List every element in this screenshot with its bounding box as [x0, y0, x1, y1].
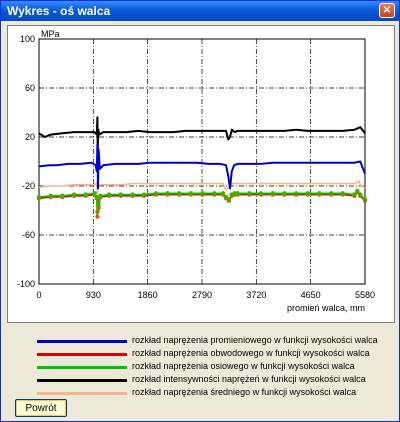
legend-item: rozkład intensywności naprężeń w funkcji… [7, 374, 393, 386]
y-tick-label: -60 [22, 230, 35, 240]
y-tick-label: 100 [20, 34, 35, 44]
y-tick-label: -100 [17, 279, 35, 289]
series-point [355, 188, 360, 194]
legend-label: rozkład naprężenia osiowego w funkcji wy… [132, 361, 355, 371]
series-point [362, 197, 368, 202]
series-point [247, 191, 252, 196]
legend-swatch [37, 392, 127, 395]
x-tick-label: 930 [86, 290, 101, 300]
y-axis-label: MPa [41, 29, 60, 39]
series-point [352, 192, 357, 197]
series-point [130, 192, 135, 197]
series-point [358, 192, 363, 197]
close-button[interactable]: ✕ [379, 3, 395, 18]
series-point [141, 192, 147, 197]
series-point [340, 191, 345, 196]
series-point [270, 191, 275, 196]
chart-panel: 0 930 1860 2790 3720 4650 5580 100 60 20 -20 -60 -10… [7, 25, 395, 323]
legend-item: rozkład naprężenia średniego w funkcji w… [7, 387, 393, 399]
x-tick-label: 2790 [192, 290, 212, 300]
title-bar[interactable]: Wykres - oś walca ✕ [1, 1, 399, 21]
series-point [212, 191, 217, 196]
series-point [293, 191, 299, 196]
series-point [226, 197, 232, 202]
legend-label: rozkład naprężenia średniego w funkcji w… [132, 387, 357, 397]
series-point [95, 214, 100, 219]
x-tick-label: 3720 [246, 290, 266, 300]
legend-item: rozkład naprężenia promieniowego w funkc… [7, 335, 393, 347]
series-point [71, 192, 77, 197]
series-point [177, 191, 182, 196]
series-point [106, 192, 112, 197]
series-point [92, 191, 97, 196]
series-line [38, 143, 366, 190]
series-point [95, 209, 100, 214]
close-icon: ✕ [382, 5, 392, 16]
legend-label: rozkład naprężenia promieniowego w funkc… [132, 335, 378, 345]
series-point [220, 191, 226, 196]
x-axis-label: promień walca, mm [287, 303, 365, 313]
y-tick-label: 20 [25, 132, 35, 142]
series-point [153, 191, 159, 196]
legend-item: rozkład naprężenia obwodowego w funkcji … [7, 348, 393, 360]
legend: rozkład naprężenia promieniowego w funkc… [7, 323, 393, 419]
series-point [48, 193, 53, 198]
series-point [60, 193, 65, 198]
legend-swatch [37, 366, 127, 369]
window-title: Wykres - oś walca [7, 4, 111, 18]
legend-item: rozkład naprężenia osiowego w funkcji wy… [7, 361, 393, 373]
x-tick-label: 5580 [355, 290, 375, 300]
series-point [96, 203, 101, 208]
series-point [317, 191, 322, 196]
x-tick-label: 4650 [301, 290, 321, 300]
series-line [38, 116, 366, 151]
series-point [328, 191, 334, 196]
series-point [200, 191, 205, 196]
legend-swatch [37, 379, 127, 382]
series-point [165, 191, 170, 196]
back-button[interactable]: Powrót [15, 399, 67, 417]
series-point [305, 191, 310, 196]
series-point [282, 191, 287, 196]
series-point [98, 193, 103, 198]
legend-label: rozkład naprężenia obwodowego w funkcji … [132, 348, 370, 358]
legend-swatch [37, 353, 127, 356]
series-point [118, 192, 123, 197]
x-tick-label: 0 [36, 290, 41, 300]
series-point [188, 191, 194, 196]
legend-label: rozkład intensywności naprężeń w funkcji… [132, 374, 366, 384]
series-point [223, 194, 229, 200]
series-point [36, 194, 42, 200]
y-tick-label: -20 [22, 181, 35, 191]
series-point [258, 191, 264, 196]
y-tick-label: 60 [25, 83, 35, 93]
line-chart: 0 930 1860 2790 3720 4650 5580 100 60 20 -20 -60 -10… [17, 29, 375, 313]
series-point [83, 192, 88, 197]
series-point [235, 191, 240, 196]
x-tick-label: 1860 [138, 290, 158, 300]
legend-swatch [37, 340, 127, 343]
